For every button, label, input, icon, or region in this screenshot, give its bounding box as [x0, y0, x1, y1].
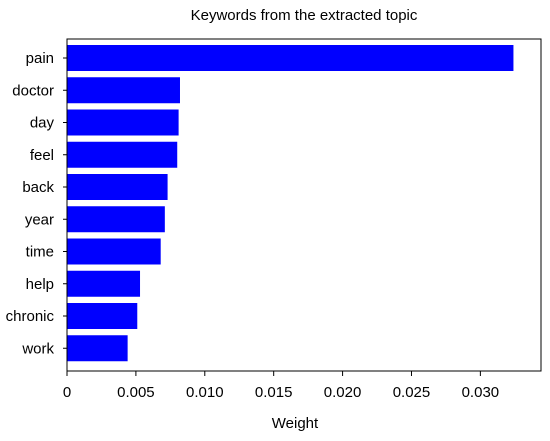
plot-frame: [66, 38, 542, 372]
y-tick-label: pain: [26, 50, 54, 67]
y-tick-label: work: [21, 340, 54, 357]
bar-time: [67, 238, 161, 265]
bar-feel: [67, 141, 178, 168]
bar-chronic: [67, 303, 138, 329]
chart-title: Keywords from the extracted topic: [191, 7, 418, 24]
x-tick-label: 0.025: [393, 384, 431, 401]
y-tick-label: time: [26, 244, 54, 261]
bar-work: [67, 335, 128, 362]
y-tick-label: doctor: [12, 82, 54, 99]
x-tick-label: 0.015: [255, 384, 293, 401]
x-tick-label: 0.010: [186, 384, 224, 401]
x-tick-label: 0.020: [324, 384, 362, 401]
x-axis-label: Weight: [272, 415, 319, 432]
y-tick-label: back: [22, 179, 54, 196]
x-axis: 0 0.005 0.010 0.015 0.020 0.025 0.030: [63, 371, 499, 401]
x-tick-label: 0.005: [117, 384, 155, 401]
y-tick-labels: pain doctor day feel back year time help chronic…: [6, 50, 67, 357]
y-tick-label: year: [25, 211, 54, 228]
bar-doctor: [67, 77, 180, 104]
bars-layer: [67, 45, 514, 362]
y-tick-label: feel: [30, 147, 54, 164]
bar-year: [67, 206, 165, 233]
y-tick-label: help: [26, 276, 54, 293]
y-tick-label: day: [30, 115, 55, 132]
x-tick-label: 0: [63, 384, 71, 401]
bar-pain: [67, 45, 514, 71]
bar-day: [67, 109, 179, 136]
x-tick-label: 0.030: [462, 384, 500, 401]
y-tick-label: chronic: [6, 308, 55, 325]
bar-back: [67, 174, 168, 200]
bar-help: [67, 270, 141, 297]
